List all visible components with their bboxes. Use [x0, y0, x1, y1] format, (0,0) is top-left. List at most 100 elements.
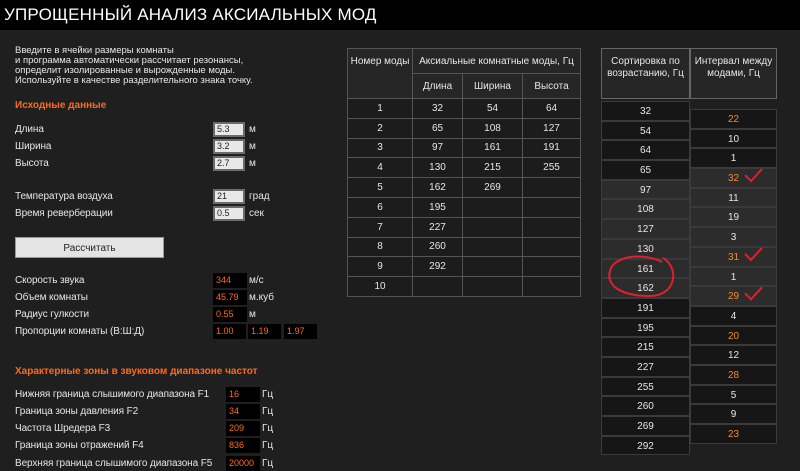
zones-heading: Характерные зоны в звуковом диапазоне ча…: [15, 366, 258, 377]
table-cell: [522, 276, 581, 297]
interval-value: 20: [690, 325, 777, 346]
sorted-header: Сортировка по возрастанию, Гц: [601, 48, 690, 99]
table-cell: 162: [412, 177, 463, 198]
table-cell: 9: [347, 256, 413, 278]
intervals-header: Интервал между модами, Гц: [690, 48, 777, 99]
table-cell: 6: [347, 196, 413, 218]
col-axial-modes: Аксиальные комнатные моды, Гц: [412, 48, 581, 74]
results-value: 344: [213, 273, 247, 288]
results-value: 45.79: [213, 290, 247, 305]
zones-label: Верхняя граница слышимого диапазона F5: [15, 458, 213, 469]
table-row: 6 195: [347, 196, 581, 218]
inputs-input[interactable]: 0.5: [213, 206, 245, 221]
zones-value: 20000: [226, 456, 260, 471]
table-cell: [522, 216, 581, 238]
inputs-input[interactable]: 21: [213, 189, 245, 204]
interval-value: 19: [690, 207, 777, 228]
calculate-button[interactable]: Рассчитать: [15, 237, 164, 258]
table-cell: 292: [412, 256, 463, 278]
interval-value: 1: [690, 148, 777, 169]
page-title: УПРОЩЕННЫЙ АНАЛИЗ АКСИАЛЬНЫХ МОД: [0, 0, 800, 30]
inputs-label: Высота: [15, 158, 49, 169]
table-cell: 97: [412, 137, 463, 159]
interval-value: 32: [690, 168, 777, 188]
interval-value: 23: [690, 424, 777, 444]
sorted-value: 161: [601, 258, 690, 279]
table-cell: 54: [462, 98, 523, 119]
zones-value: 209: [226, 421, 260, 436]
table-cell: [462, 256, 523, 278]
zones-label: Частота Шредера F3: [15, 423, 111, 434]
sorted-modes-column: Сортировка по возрастанию, Гц 32 54 64 65 97…: [601, 48, 690, 456]
table-cell: 127: [522, 117, 581, 139]
col-width: Ширина: [462, 73, 523, 99]
table-cell: 7: [347, 216, 413, 238]
table-row: 3 97 161 191: [347, 137, 581, 159]
sorted-value: 54: [601, 120, 690, 141]
inputs-input[interactable]: 2.7: [213, 156, 245, 171]
proportion-value: 1.97: [284, 324, 317, 339]
table-cell: 65: [412, 117, 463, 139]
zones-unit: Гц: [262, 423, 274, 434]
sorted-value: 130: [601, 238, 690, 259]
table-row: 2 65 108 127: [347, 117, 581, 139]
table-cell: 1: [347, 98, 413, 119]
zones-unit: Гц: [262, 406, 274, 417]
zones-value: 34: [226, 404, 260, 419]
results-unit: м/с: [249, 275, 264, 286]
sorted-value: 260: [601, 396, 690, 416]
sorted-value: 292: [601, 435, 690, 456]
sorted-value: 64: [601, 140, 690, 161]
interval-value: 9: [690, 404, 777, 424]
table-cell: [412, 276, 463, 297]
sorted-value: 32: [601, 101, 690, 121]
table-row: 9 292: [347, 256, 581, 278]
inputs-input[interactable]: 5.3: [213, 122, 245, 137]
proportion-value: 1.00: [213, 324, 246, 339]
zones-unit: Гц: [262, 389, 274, 400]
zones-value: 16: [226, 387, 260, 402]
table-row: 8 260: [347, 236, 581, 258]
proportion-value: 1.19: [248, 324, 281, 339]
proportions-label: Пропорции комнаты (В:Ш:Д): [15, 326, 145, 337]
results-label: Объем комнаты: [15, 292, 88, 303]
table-cell: [522, 236, 581, 258]
sorted-value: 255: [601, 376, 690, 397]
sorted-value: 108: [601, 199, 690, 220]
sorted-value: 195: [601, 317, 690, 338]
col-height: Высота: [522, 73, 581, 99]
sorted-value: 162: [601, 278, 690, 298]
table-cell: 32: [412, 98, 463, 119]
inputs-unit: м: [249, 141, 256, 152]
interval-value: 12: [690, 345, 777, 365]
table-cell: 64: [522, 98, 581, 119]
inputs-label: Время реверберации: [15, 208, 113, 219]
table-row: 5 162 269: [347, 177, 581, 198]
table-cell: 130: [412, 157, 463, 179]
results-value: 0.55: [213, 307, 247, 322]
table-cell: [522, 177, 581, 198]
inputs-input[interactable]: 3.2: [213, 139, 245, 154]
interval-value: 11: [690, 187, 777, 208]
sorted-value: 97: [601, 179, 690, 200]
table-cell: 269: [462, 177, 523, 198]
sorted-value: 65: [601, 160, 690, 180]
interval-value: 22: [690, 109, 777, 129]
table-cell: 4: [347, 157, 413, 179]
sorted-value: 191: [601, 297, 690, 318]
table-row: 4 130 215 255: [347, 157, 581, 179]
zones-unit: Гц: [262, 440, 274, 451]
zones-label: Нижняя граница слышимого диапазона F1: [15, 389, 210, 400]
table-cell: [522, 256, 581, 278]
zones-unit: Гц: [262, 458, 274, 469]
intro-text: Введите в ячейки размеры комнаты и прогр…: [15, 46, 253, 86]
inputs-unit: м: [249, 158, 256, 169]
results-label: Скорость звука: [15, 275, 85, 286]
table-cell: [462, 276, 523, 297]
inputs-label: Ширина: [15, 141, 52, 152]
table-cell: 260: [412, 236, 463, 258]
table-cell: 5: [347, 177, 413, 198]
table-cell: 191: [522, 137, 581, 159]
zones-label: Граница зоны отражений F4: [15, 440, 144, 451]
inputs-label: Длина: [15, 124, 44, 135]
